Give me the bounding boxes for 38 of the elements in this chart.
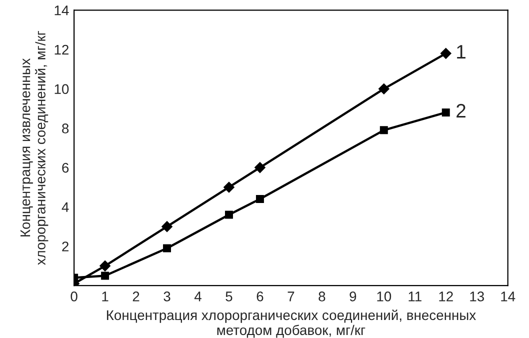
- x-tick-label: 0: [70, 292, 78, 302]
- point: [162, 221, 172, 232]
- point: [380, 126, 388, 134]
- x-tick-label: 4: [194, 292, 202, 302]
- x-tick-label: 8: [318, 292, 326, 302]
- point: [100, 260, 110, 272]
- point: [256, 195, 264, 204]
- point: [163, 244, 172, 252]
- y-tick-label: 12: [54, 44, 69, 55]
- y-tick-label: 2: [62, 242, 68, 252]
- x-tick-label: 6: [256, 292, 264, 302]
- point: [442, 108, 450, 116]
- y-axis-title: Концентрация извлеченных хлорорганических соединений, мг/кг: [20, 30, 48, 265]
- point: [440, 48, 452, 59]
- y-tick-label: 4: [62, 202, 69, 212]
- y-tick-label: 6: [62, 162, 69, 173]
- x-axis-title: Концентрация хлорорганических соединений, внесенных методом добавок, мг/кг: [106, 310, 476, 338]
- x-tick-label: 13: [470, 292, 484, 302]
- series-label: 1: [457, 45, 466, 58]
- point: [224, 210, 233, 219]
- point: [254, 162, 266, 173]
- point: [378, 83, 390, 94]
- x-tick-label: 3: [164, 292, 170, 302]
- x-tick-label: 14: [501, 292, 516, 302]
- y-tick-label: 10: [54, 84, 69, 94]
- y-tick-label: 14: [54, 6, 69, 16]
- x-tick-label: 2: [132, 292, 140, 302]
- series-label: 2: [456, 104, 466, 118]
- point: [224, 182, 234, 193]
- x-tick-label: 1: [102, 292, 108, 302]
- x-tick-label: 7: [288, 292, 294, 302]
- point: [101, 272, 110, 280]
- x-tick-label: 10: [377, 292, 392, 302]
- x-tick-label: 5: [226, 292, 232, 302]
- x-tick-label: 9: [350, 292, 356, 302]
- y-tick-label: 8: [62, 124, 69, 134]
- x-tick-label: 12: [439, 292, 453, 302]
- x-tick-label: 11: [408, 292, 422, 302]
